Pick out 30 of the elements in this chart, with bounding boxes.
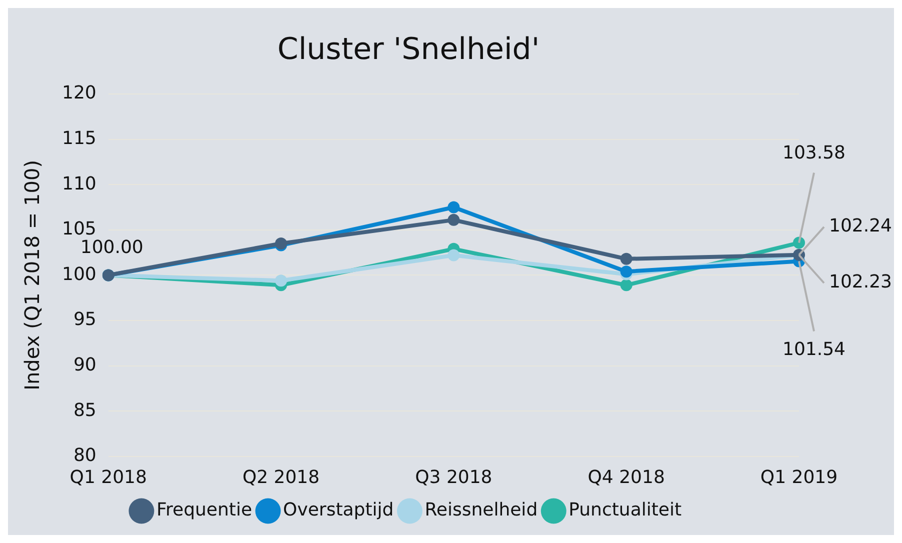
legend-label: Punctualiteit xyxy=(568,500,682,521)
y-axis-title: Index (Q1 2018 = 100) xyxy=(20,160,44,390)
x-tick-label: Q3 2018 xyxy=(415,466,492,488)
y-tick-label: 100 xyxy=(62,264,96,285)
data-label: 101.54 xyxy=(782,338,846,360)
data-label: 103.58 xyxy=(782,142,846,164)
y-tick-label: 90 xyxy=(73,354,96,376)
x-tick-label: Q4 2018 xyxy=(588,466,665,488)
data-label: 102.23 xyxy=(829,272,892,293)
x-tick-label: Q1 2019 xyxy=(760,466,838,488)
y-tick-label: 110 xyxy=(62,173,96,194)
chart-title: Cluster 'Snelheid' xyxy=(277,32,540,67)
y-tick-label: 95 xyxy=(73,309,96,330)
point xyxy=(448,201,460,214)
point xyxy=(620,266,632,278)
point xyxy=(448,249,460,262)
point xyxy=(620,279,632,292)
point xyxy=(620,252,632,265)
y-tick-label: 115 xyxy=(62,128,96,149)
legend-label: Frequentie xyxy=(156,500,252,521)
point xyxy=(275,274,288,287)
y-tick-label: 120 xyxy=(62,82,96,104)
x-tick-label: Q1 2018 xyxy=(70,466,147,488)
point xyxy=(448,214,460,226)
y-tick-label: 80 xyxy=(73,445,96,466)
data-label: 102.24 xyxy=(829,216,892,237)
y-tick-label: 85 xyxy=(73,400,96,421)
x-tick-label: Q2 2018 xyxy=(242,466,320,488)
legend-label: Overstaptijd xyxy=(283,500,394,521)
legend-label: Reissnelheid xyxy=(424,500,538,521)
